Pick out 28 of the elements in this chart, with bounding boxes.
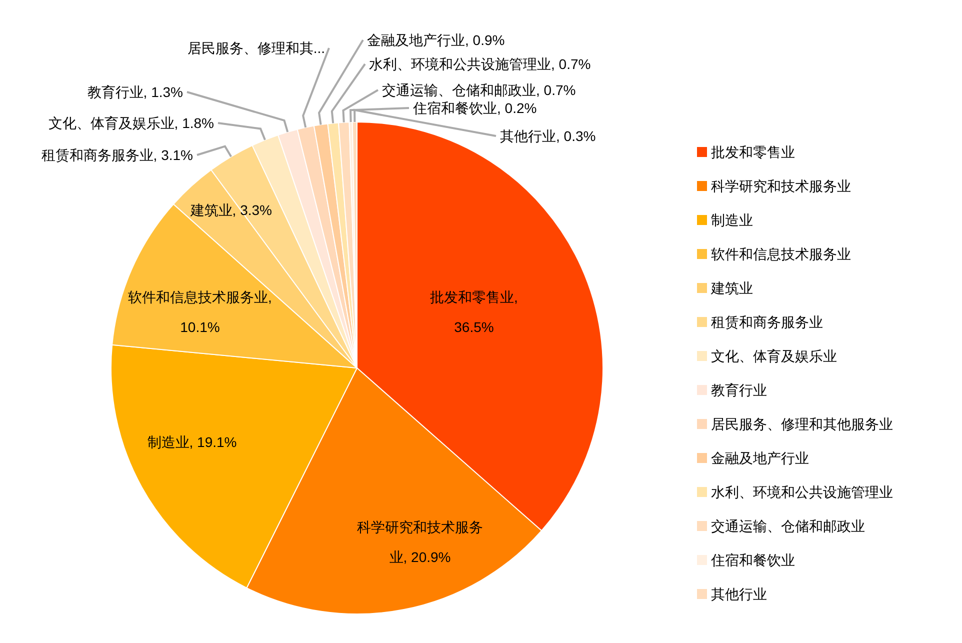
- legend-label: 其他行业: [711, 586, 767, 602]
- data-label: 住宿和餐饮业, 0.2%: [412, 100, 537, 116]
- data-label: 租赁和商务服务业, 3.1%: [41, 147, 193, 163]
- data-label: 文化、体育及娱乐业, 1.8%: [48, 115, 214, 131]
- data-label: 水利、环境和公共设施管理业, 0.7%: [369, 56, 591, 72]
- legend-label: 水利、环境和公共设施管理业: [711, 484, 893, 500]
- legend-label: 文化、体育及娱乐业: [711, 348, 837, 364]
- data-label: 软件和信息技术服务业, 10.1%: [128, 289, 272, 335]
- legend-label: 交通运输、仓储和邮政业: [711, 518, 865, 534]
- data-label: 批发和零售业, 36.5%: [430, 289, 518, 335]
- data-label: 交通运输、仓储和邮政业, 0.7%: [382, 82, 576, 98]
- legend-label: 住宿和餐饮业: [710, 552, 795, 568]
- data-label: 制造业, 19.1%: [147, 434, 237, 450]
- legend-label: 租赁和商务服务业: [711, 314, 823, 330]
- legend-label: 教育行业: [711, 382, 767, 398]
- legend-label: 软件和信息技术服务业: [711, 246, 851, 262]
- data-label: 建筑业, 3.3%: [189, 202, 272, 218]
- data-label: 科学研究和技术服务业, 20.9%: [357, 519, 483, 565]
- legend-label: 制造业: [711, 212, 753, 228]
- legend-label: 建筑业: [710, 280, 753, 296]
- legend-label: 金融及地产行业: [711, 450, 809, 466]
- legend-label: 科学研究和技术服务业: [711, 178, 851, 194]
- data-label: 金融及地产行业, 0.9%: [367, 32, 505, 48]
- legend-label: 批发和零售业: [711, 144, 795, 160]
- legend-label: 居民服务、修理和其他服务业: [711, 416, 893, 432]
- data-label: 教育行业, 1.3%: [87, 84, 183, 100]
- data-label: 居民服务、修理和其...: [187, 40, 325, 56]
- data-label: 其他行业, 0.3%: [500, 128, 596, 144]
